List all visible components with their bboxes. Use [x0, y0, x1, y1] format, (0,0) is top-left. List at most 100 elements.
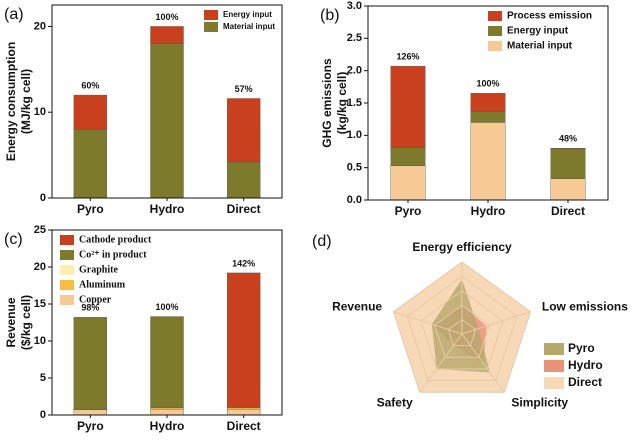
- bar-segment: [550, 178, 586, 201]
- y-tick-label: 0: [40, 192, 46, 204]
- x-tick-label: Pyro: [77, 419, 104, 433]
- bar-segment: [150, 43, 184, 199]
- radar-spoke: [393, 311, 463, 335]
- bar-segment: [550, 148, 586, 150]
- bar-segment: [390, 65, 426, 148]
- axis-label: Revenue: [332, 300, 382, 314]
- plot-frame: [367, 5, 609, 201]
- y-tick-label: 0.0: [347, 194, 362, 206]
- y-tick-label: 10: [34, 335, 46, 347]
- x-tick-label: Hydro: [150, 202, 185, 216]
- x-tick-label: Pyro: [77, 202, 104, 216]
- legend-label: Material input: [507, 41, 573, 52]
- x-tick-label: Hydro: [471, 204, 506, 218]
- bar-segment: [150, 316, 184, 408]
- legend-swatch: [204, 22, 218, 32]
- legend-label: Energy input: [507, 26, 569, 37]
- y-tick-label: 20: [34, 20, 46, 32]
- bar-segment: [150, 26, 184, 44]
- y-tick-label: 10: [34, 106, 46, 118]
- plot-frame: [51, 229, 283, 416]
- plot-frame: [51, 4, 283, 199]
- bar-segment: [226, 272, 261, 408]
- bar-segment: [226, 161, 261, 199]
- y-tick-label: 25: [34, 224, 46, 236]
- x-tick-label: Direct: [227, 202, 261, 216]
- legend-swatch: [488, 11, 502, 21]
- legend-label: Copper: [79, 294, 112, 305]
- bar-label: 126%: [396, 52, 419, 62]
- y-tick-label: 3.0: [347, 0, 362, 12]
- radar-grid: [406, 275, 518, 382]
- y-axis-label: GHG emissions: [320, 58, 334, 148]
- legend-swatch: [204, 10, 218, 20]
- panel-label: (a): [4, 6, 24, 23]
- bar-label: 142%: [232, 258, 255, 268]
- panel-label: (d): [312, 233, 332, 250]
- y-tick-label: 2.0: [347, 65, 362, 77]
- legend-swatch: [60, 250, 74, 260]
- legend-swatch: [488, 41, 502, 51]
- bar-label: 100%: [476, 79, 499, 89]
- bar-segment: [226, 407, 261, 410]
- x-tick-label: Pyro: [395, 204, 422, 218]
- radar-grid: [420, 290, 504, 370]
- y-tick-label: 1.5: [347, 97, 362, 109]
- legend-swatch: [544, 360, 564, 372]
- legend-label: Energy input: [223, 10, 272, 19]
- bar-label: 60%: [81, 80, 99, 90]
- bar-segment: [150, 407, 184, 410]
- x-tick-label: Hydro: [150, 419, 185, 433]
- legend-swatch: [60, 295, 74, 305]
- bar-segment: [226, 98, 261, 163]
- y-axis-label: Revenue: [4, 297, 18, 347]
- legend-label: Hydro: [568, 358, 603, 372]
- bar-label: 100%: [155, 12, 178, 22]
- legend-label: Material input: [223, 22, 275, 31]
- bar-segment: [470, 93, 506, 112]
- y-tick-label: 2.5: [347, 32, 362, 44]
- bar-segment: [550, 148, 586, 179]
- legend-swatch: [60, 265, 74, 275]
- y-tick-label: 1.0: [347, 129, 362, 141]
- radar-grid: [434, 304, 490, 358]
- bar-segment: [73, 94, 108, 130]
- legend-swatch: [60, 235, 74, 245]
- legend-swatch: [60, 280, 74, 290]
- bar-segment: [73, 317, 108, 410]
- legend-label: Process emission: [507, 11, 592, 22]
- y-tick-label: 0: [40, 409, 46, 421]
- y-tick-label: 15: [34, 298, 46, 310]
- legend-swatch: [544, 377, 564, 389]
- axis-label: Simplicity: [511, 396, 568, 410]
- radar-spoke: [461, 311, 531, 335]
- legend-swatch: [488, 26, 502, 36]
- bar-segment: [470, 111, 506, 123]
- bar-segment: [73, 409, 108, 416]
- panel-label: (b): [320, 7, 340, 24]
- y-axis-label: (MJ/kg cell): [19, 69, 33, 134]
- legend-label: Direct: [568, 375, 602, 389]
- bar-label: 98%: [81, 303, 99, 313]
- radar-spoke: [461, 333, 505, 393]
- legend-label: Co²⁺ in product: [79, 249, 147, 260]
- bar-segment: [73, 129, 108, 199]
- axis-label: Low emissions: [542, 300, 628, 314]
- bar-segment: [390, 147, 426, 166]
- x-tick-label: Direct: [227, 419, 261, 433]
- y-axis-label: ($/kg cell): [19, 295, 33, 350]
- y-tick-label: 0.5: [347, 162, 362, 174]
- legend-label: Graphite: [79, 264, 118, 275]
- bar-segment: [150, 408, 184, 416]
- bar-segment: [390, 165, 426, 201]
- bar-label: 57%: [235, 84, 253, 94]
- bar-label: 48%: [559, 134, 577, 144]
- y-tick-label: 5: [40, 372, 46, 384]
- bar-segment: [226, 408, 261, 416]
- legend-label: Cathode product: [79, 234, 152, 245]
- legend-label: Aluminum: [79, 279, 126, 290]
- radar-grid: [447, 318, 477, 347]
- legend-swatch: [544, 343, 564, 355]
- y-tick-label: 20: [34, 261, 46, 273]
